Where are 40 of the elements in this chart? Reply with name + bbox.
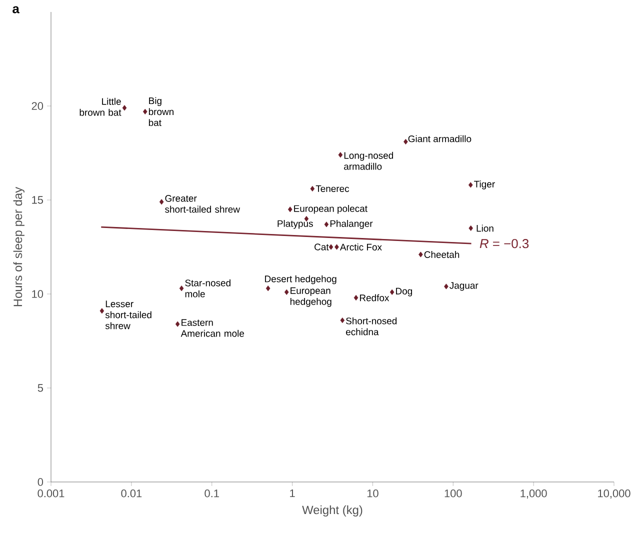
y-tick-label: 10: [32, 290, 44, 298]
annotation: Long-nosed armadillo: [344, 152, 394, 170]
y-tick-label: 15: [32, 196, 44, 204]
text: a: [12, 6, 20, 14]
x-tick-label: 0.01: [121, 490, 142, 498]
annotation: Jaguar: [450, 282, 478, 291]
annotation: Greater short-tailed shrew: [165, 195, 240, 213]
annotation: Dog: [396, 288, 412, 296]
annotation: Phalanger: [330, 220, 373, 229]
annotation: Cheetah: [424, 251, 460, 258]
annotation: European polecat: [294, 204, 368, 214]
annotation: Big brown bat: [148, 97, 174, 126]
annotation: Lesser short-tailed shrew: [105, 300, 152, 330]
y-tick-label: 5: [38, 384, 44, 392]
annotation: Desert hedgehog: [265, 275, 336, 284]
y-tick-label: 20: [32, 102, 44, 110]
annotation: Cat: [314, 244, 329, 250]
x-tick-label: 100: [444, 490, 462, 498]
x-tick-label: 1: [290, 490, 295, 498]
annotation: Giant armadillo: [408, 135, 472, 142]
annotation: Tenerec: [316, 185, 350, 192]
y-tick-label: 0: [38, 478, 44, 486]
x-tick-label: 0.001: [38, 490, 64, 498]
x-tick-label: 1,000: [520, 490, 547, 499]
y-axis-title: Hours of sleep per day: [13, 186, 24, 306]
x-tick-label: 0.1: [204, 490, 219, 498]
annotation: Little brown bat: [80, 98, 122, 116]
annotation: Arctic Fox: [340, 244, 382, 250]
annotation: European hedgehog: [290, 287, 332, 307]
annotation: Short-nosed echidna: [346, 317, 397, 336]
annotation: Tiger: [474, 180, 495, 190]
x-axis-title: Weight (kg): [302, 505, 362, 517]
x-tick-label: 10: [367, 490, 378, 498]
annotation: R = −0.3: [480, 239, 529, 248]
annotation: Lion: [476, 224, 494, 232]
annotation: Redfox: [360, 294, 390, 302]
annotation: Eastern American mole: [180, 319, 244, 337]
annotation: Star-nosed mole: [185, 279, 230, 298]
x-tick-label: 10,000: [598, 490, 630, 499]
annotation: Platypus: [278, 220, 313, 229]
